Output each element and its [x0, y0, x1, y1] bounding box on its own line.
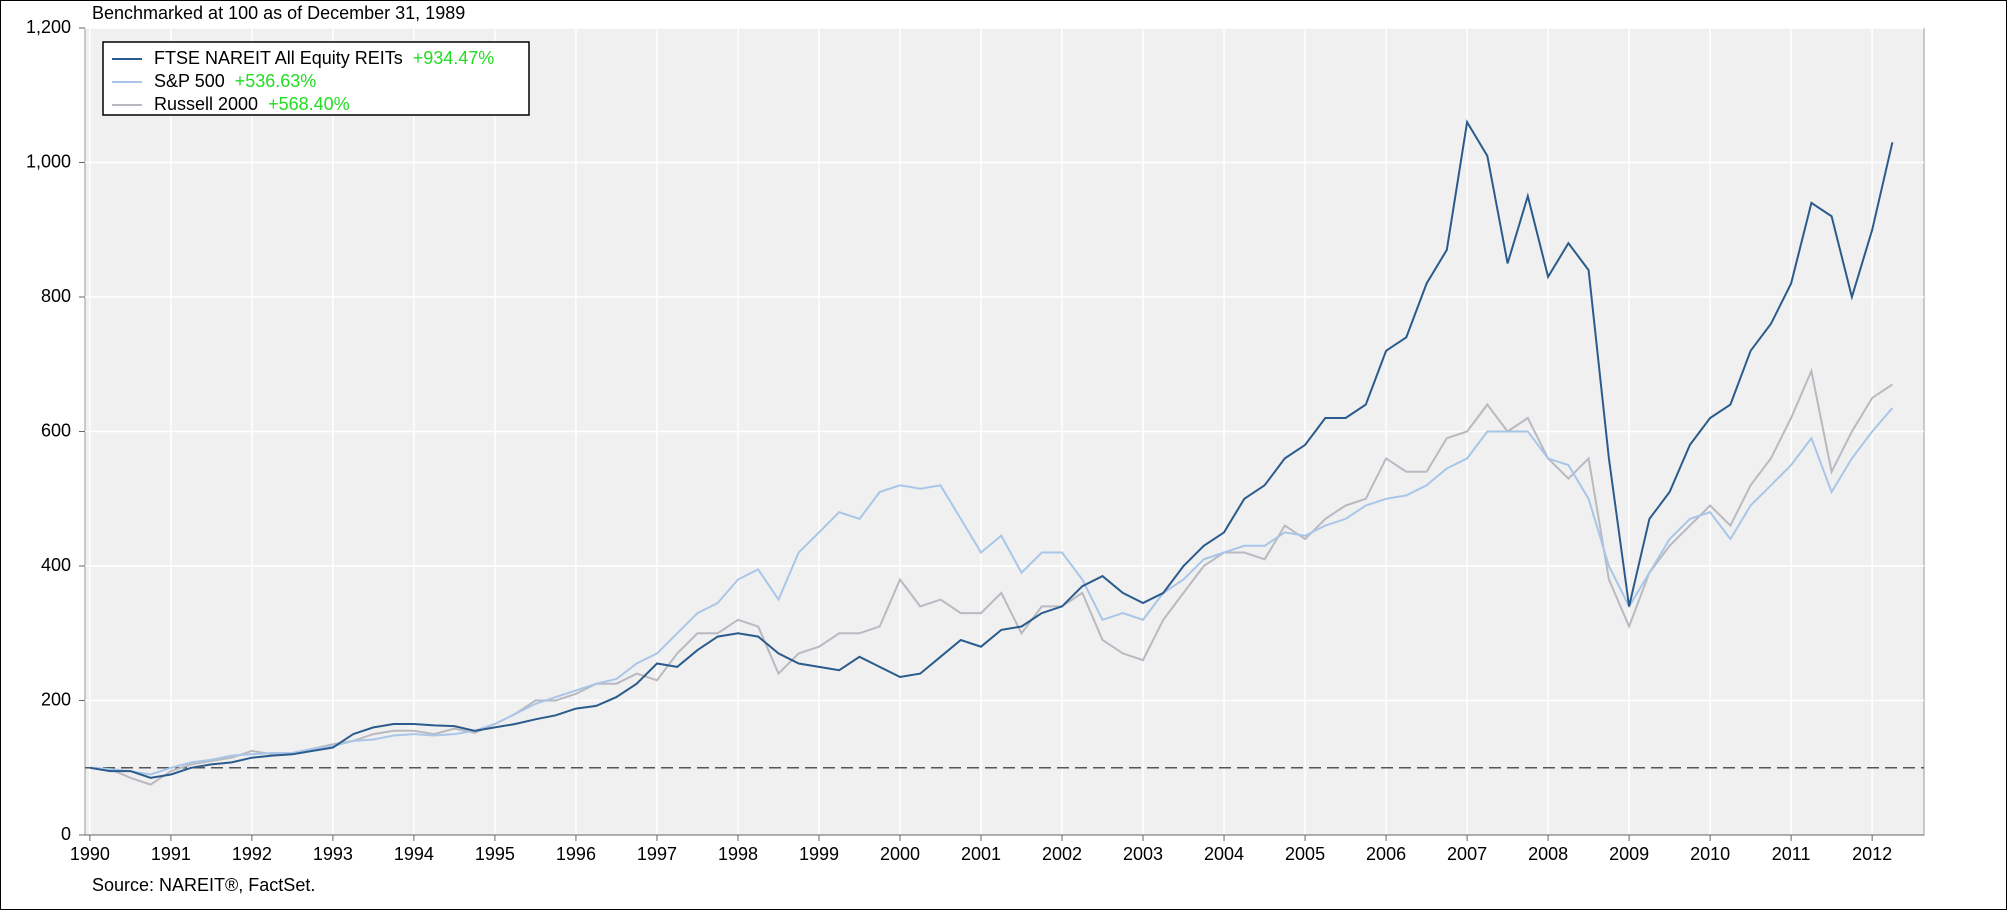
x-tick-label: 2008 — [1528, 844, 1568, 864]
legend-return: +934.47% — [413, 48, 495, 68]
legend: FTSE NAREIT All Equity REITs +934.47% S&P … — [102, 41, 530, 116]
series-line — [89, 407, 1894, 776]
series-line — [89, 119, 1894, 779]
x-tick-label: 1995 — [475, 844, 515, 864]
legend-label: S&P 500 +536.63% — [154, 71, 316, 91]
y-tick-label: 400 — [41, 555, 71, 575]
chart-title: Benchmarked at 100 as of December 31, 19… — [92, 3, 465, 23]
y-tick-label: 800 — [41, 286, 71, 306]
x-tick-label: 2003 — [1123, 844, 1163, 864]
legend-box — [102, 41, 530, 116]
x-tick-label: 1993 — [313, 844, 353, 864]
x-tick-label: 2006 — [1366, 844, 1406, 864]
x-tick-label: 1997 — [637, 844, 677, 864]
y-tick-label: 1,200 — [26, 17, 71, 37]
x-tick-label: 1992 — [232, 844, 272, 864]
x-tick-label: 2011 — [1772, 844, 1811, 864]
x-tick-label: 2000 — [880, 844, 920, 864]
x-tick-label: 2010 — [1690, 844, 1730, 864]
x-tick-label: 2012 — [1852, 844, 1892, 864]
y-tick-label: 600 — [41, 420, 71, 440]
y-tick-label: 1,000 — [26, 151, 71, 171]
x-tick-label: 1994 — [394, 844, 434, 864]
legend-name: S&P 500 — [154, 71, 225, 91]
x-tick-label: 1991 — [151, 844, 191, 864]
x-tick-label: 1999 — [799, 844, 839, 864]
series-line — [89, 367, 1893, 786]
y-tick-label: 200 — [41, 689, 71, 709]
x-tick-label: 2007 — [1447, 844, 1487, 864]
legend-label: FTSE NAREIT All Equity REITs +934.47% — [154, 48, 494, 68]
x-tick-label: 1996 — [556, 844, 596, 864]
x-tick-label: 2002 — [1042, 844, 1082, 864]
x-tick-label: 1990 — [70, 844, 110, 864]
legend-return: +568.40% — [268, 94, 350, 114]
x-tick-label: 2004 — [1204, 844, 1244, 864]
legend-label: Russell 2000 +568.40% — [154, 94, 350, 114]
x-tick-label: 2009 — [1609, 844, 1649, 864]
x-tick-label: 2005 — [1285, 844, 1325, 864]
legend-name: FTSE NAREIT All Equity REITs — [154, 48, 403, 68]
source-note: Source: NAREIT®, FactSet. — [92, 875, 315, 895]
x-tick-label: 1998 — [718, 844, 758, 864]
legend-name: Russell 2000 — [154, 94, 258, 114]
legend-return: +536.63% — [235, 71, 317, 91]
x-tick-label: 2001 — [961, 844, 1001, 864]
y-tick-label: 0 — [61, 824, 71, 844]
